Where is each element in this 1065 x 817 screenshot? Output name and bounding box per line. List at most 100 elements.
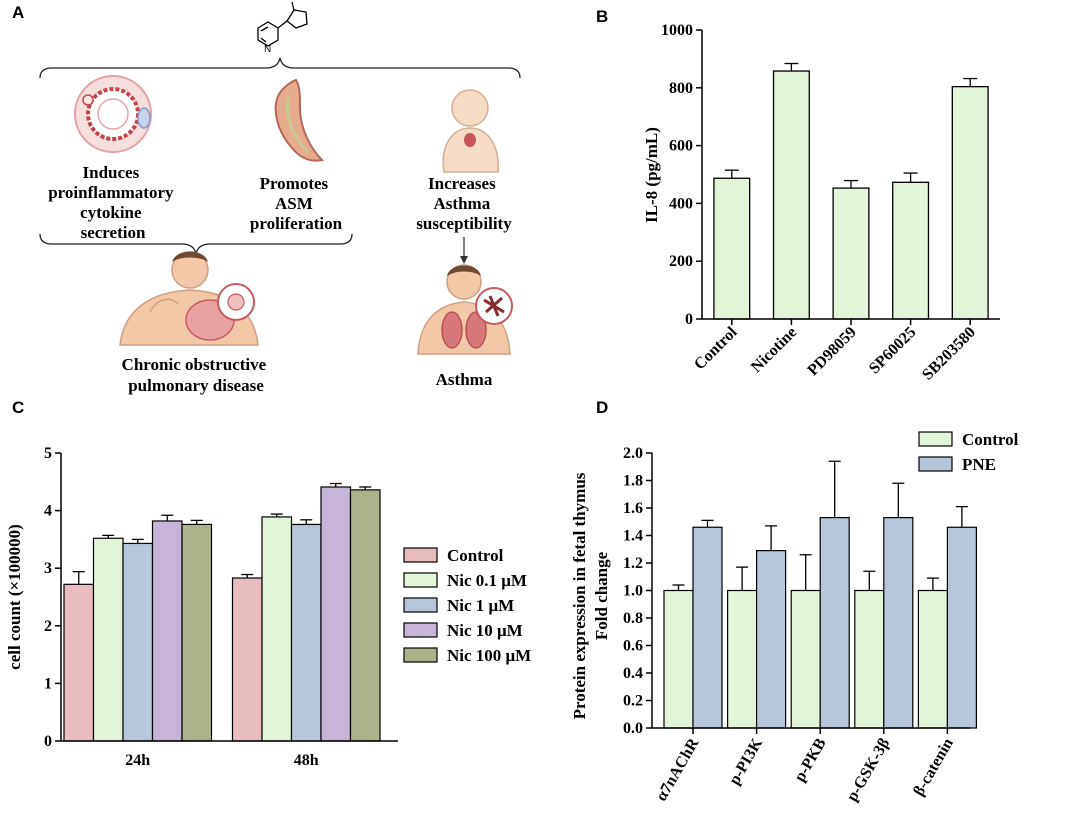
chart-d-bar: [854, 589, 885, 729]
chart-c-legend-swatch: [403, 647, 438, 663]
chart-d-bar: [663, 589, 694, 729]
nicotine-molecule-icon: [257, 1, 308, 47]
chart-b-bar: [832, 187, 870, 320]
chart-c-legend-label: Nic 10 μM: [447, 621, 523, 640]
chart-b-il8: IL-8 (pg/mL) 0 200 400 600 800 1000 Control Ni…: [642, 22, 1000, 384]
chart-b-bar: [713, 177, 751, 320]
chart-c-legend-swatch: [403, 572, 438, 588]
airway-smooth-muscle-icon: [274, 78, 325, 162]
chart-d-legend-label: PNE: [962, 455, 996, 474]
effect-1-line-2: proinflammatory: [48, 183, 174, 202]
y-tick-label: 0: [44, 733, 52, 750]
chart-b-category-label: SP60025: [866, 324, 920, 378]
chart-c-bar: [63, 583, 95, 742]
y-tick-label: 600: [669, 138, 693, 155]
effect-1-line-3: cytokine: [80, 203, 142, 222]
y-tick-label: 1.2: [623, 555, 643, 572]
y-tick-label: 400: [669, 195, 693, 212]
chart-c-group-label: 48h: [294, 752, 319, 769]
chart-c-legend-swatch: [403, 597, 438, 613]
effect-3-line-3: susceptibility: [416, 214, 512, 233]
down-arrow-head: [460, 256, 468, 264]
effect-2-line-1: Promotes: [260, 174, 329, 193]
panel-a-diagram: N Induces proinflammatory cytokine s: [39, 1, 521, 395]
y-tick-label: 1.0: [623, 583, 643, 600]
effect-1-label: Induces proinflammatory cytokine secreti…: [48, 163, 178, 242]
y-tick-label: 1.6: [623, 500, 643, 517]
chart-d-protein-expression: Protein expression in fetal thymus Fold …: [570, 430, 1019, 804]
panel-label-a: A: [12, 3, 24, 22]
chart-c-legend-label: Nic 0.1 μM: [447, 571, 527, 590]
chart-d-fold-change-title: Fold change: [592, 551, 611, 640]
chart-c-bar: [92, 537, 124, 742]
y-tick-label: 2.0: [623, 445, 643, 462]
chart-c-bar: [181, 523, 213, 742]
chart-d-category-label: p-PKB: [791, 735, 829, 785]
y-tick-label: 0.6: [623, 638, 643, 655]
chart-c-bar: [320, 486, 352, 742]
panel-label-b: B: [596, 7, 608, 26]
chart-c-legend-swatch: [403, 547, 438, 563]
asthma-patient-icon: [417, 264, 513, 355]
effect-3-line-1: Increases: [428, 174, 496, 193]
copd-patient-icon: [119, 251, 259, 346]
panel-label-c: C: [12, 398, 24, 417]
y-tick-label: 3: [44, 560, 52, 577]
chart-d-bar: [790, 589, 821, 729]
chart-b-bar: [772, 70, 810, 320]
top-brace: [39, 57, 521, 79]
outcome-1-label: Chronic obstructive pulmonary disease: [122, 355, 271, 395]
effect-1-line-4: secretion: [81, 223, 146, 242]
chart-d-bar: [917, 589, 949, 729]
chart-d-category-label: p-PI3K: [726, 735, 766, 788]
effect-2-line-2: ASM: [275, 194, 313, 213]
chart-c-bar: [290, 523, 322, 742]
chart-d-category-label: β-catenin: [910, 735, 957, 799]
y-tick-label: 800: [669, 80, 693, 97]
chart-b-category-label: SB203580: [919, 324, 979, 384]
y-tick-label: 0.8: [623, 610, 643, 627]
chart-b-category-label: Nicotine: [748, 324, 800, 376]
chart-d-bar: [726, 589, 758, 729]
y-tick-label: 0.2: [623, 693, 643, 710]
chart-d-bar: [819, 517, 850, 729]
y-tick-label: 200: [669, 253, 693, 270]
chart-d-category-label: p-GSK-3β: [844, 736, 894, 805]
chart-c-bar: [231, 577, 263, 742]
chart-c-legend-label: Control: [447, 546, 504, 565]
y-tick-label: 0.4: [623, 665, 643, 682]
chart-b-y-axis-title: IL-8 (pg/mL): [642, 127, 661, 223]
y-tick-label: 5: [44, 445, 52, 462]
chart-d-legend-swatch: [918, 456, 953, 472]
y-tick-label: 0: [685, 311, 693, 328]
effect-1-line-1: Induces: [83, 163, 140, 182]
chart-b-category-label: PD98059: [804, 324, 859, 379]
chart-c-legend-label: Nic 1 μM: [447, 596, 514, 615]
effect-2-label: Promotes ASM proliferation: [250, 174, 343, 233]
airway-cross-section-icon: [74, 75, 152, 153]
y-tick-label: 1.4: [623, 528, 643, 545]
y-tick-label: 2: [44, 618, 52, 635]
chart-c-legend-label: Nic 100 μM: [447, 646, 531, 665]
effect-3-label: Increases Asthma susceptibility: [416, 174, 512, 233]
chart-c-bar: [261, 516, 293, 742]
chart-d-legend-label: Control: [962, 430, 1019, 449]
chart-c-legend-swatch: [403, 622, 438, 638]
y-tick-label: 4: [44, 503, 52, 520]
chart-b-bar: [892, 181, 930, 320]
chart-d-bar: [946, 526, 978, 729]
outcome-2-label: Asthma: [436, 370, 493, 389]
chart-d-bar: [755, 550, 787, 729]
y-tick-label: 0.0: [623, 720, 643, 737]
effect-3-line-2: Asthma: [434, 194, 491, 213]
outcome-1-line-2: pulmonary disease: [128, 376, 264, 395]
pyridine-n-glyph: N: [264, 44, 271, 55]
chart-c-cell-count: cell count (×100000) 0 1 2 3 4 5 24h 48h Contr…: [5, 445, 531, 769]
effect-2-line-3: proliferation: [250, 214, 343, 233]
infant-icon: [442, 89, 499, 173]
chart-d-legend-swatch: [918, 431, 953, 447]
y-tick-label: 1.8: [623, 473, 643, 490]
chart-c-bar: [349, 489, 381, 742]
chart-d-y-axis-title: Protein expression in fetal thymus: [570, 472, 589, 719]
